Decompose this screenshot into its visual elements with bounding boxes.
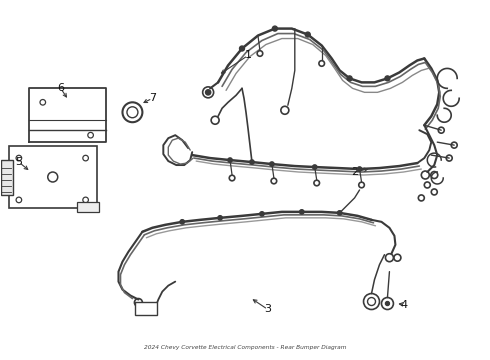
Circle shape — [240, 46, 245, 51]
Circle shape — [338, 211, 342, 215]
Circle shape — [385, 76, 390, 81]
Text: 2: 2 — [351, 167, 358, 177]
FancyBboxPatch shape — [9, 146, 97, 208]
Circle shape — [313, 165, 317, 169]
Text: 1: 1 — [245, 50, 251, 60]
Text: 4: 4 — [401, 300, 408, 310]
Bar — [1, 160, 13, 195]
Bar — [135, 302, 157, 315]
Circle shape — [260, 212, 264, 216]
Circle shape — [206, 90, 211, 95]
Polygon shape — [29, 88, 105, 142]
Circle shape — [347, 76, 352, 81]
Text: 6: 6 — [57, 84, 64, 93]
Circle shape — [357, 167, 362, 171]
Circle shape — [299, 210, 304, 214]
Bar — [76, 202, 98, 212]
Text: 7: 7 — [149, 93, 156, 103]
Text: 2024 Chevy Corvette Electrical Components - Rear Bumper Diagram: 2024 Chevy Corvette Electrical Component… — [144, 345, 346, 350]
Circle shape — [272, 26, 277, 31]
Circle shape — [305, 32, 310, 37]
Text: 5: 5 — [15, 157, 23, 167]
Circle shape — [250, 160, 254, 164]
Circle shape — [180, 220, 184, 224]
Circle shape — [386, 302, 390, 306]
Circle shape — [270, 162, 274, 166]
Circle shape — [228, 158, 232, 162]
Circle shape — [218, 216, 222, 220]
Text: 3: 3 — [265, 305, 271, 315]
